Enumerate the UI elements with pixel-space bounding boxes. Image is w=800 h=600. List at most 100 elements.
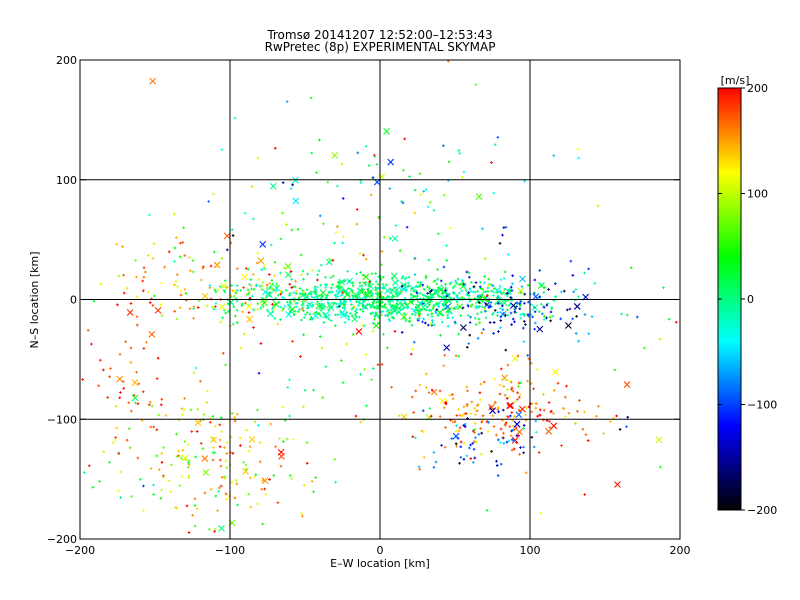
scatter-point [370,378,373,381]
scatter-point [336,313,340,316]
scatter-point [135,295,139,299]
scatter-point [527,314,530,318]
scatter-point [479,452,483,456]
scatter-point-large [516,428,523,436]
scatter-point [245,293,249,297]
scatter-point [455,445,458,448]
scatter-point [218,486,221,490]
scatter-point [418,468,422,471]
scatter-point [218,285,222,288]
scatter-point [248,290,251,294]
x-tick-label: 100 [520,544,541,557]
scatter-point [338,286,342,289]
scatter-point [437,314,440,317]
scatter-point [435,301,438,305]
scatter-point [323,283,327,286]
scatter-point [160,403,163,407]
scatter-point [473,422,477,425]
scatter-point [300,273,303,277]
scatter-point [626,415,630,419]
scatter-point [331,259,335,262]
scatter-point [333,301,336,305]
scatter-point [342,280,346,283]
scatter-point [117,274,121,278]
scatter-point [116,303,119,307]
scatter-point [310,151,314,155]
scatter-point [234,479,238,482]
scatter-point [625,425,628,428]
scatter-point [160,314,164,317]
scatter-point [534,419,538,423]
scatter-point [667,317,671,321]
scatter-point [250,185,254,188]
scatter-point-large [372,322,380,329]
scatter-point-large [509,302,517,309]
scatter-point [485,294,489,298]
scatter-point [251,294,254,298]
scatter-point-large [519,405,526,413]
scatter-point [482,328,485,331]
scatter-point [462,457,466,461]
scatter-point [319,283,322,287]
scatter-point [201,447,205,450]
scatter-point [303,389,307,392]
scatter-point [367,284,371,288]
scatter-point [225,497,228,501]
scatter-point [245,468,248,471]
scatter-point [337,291,340,294]
scatter-point [218,438,222,442]
scatter-point [301,269,305,273]
scatter-point-large [515,411,523,418]
scatter-point [289,270,293,273]
scatter-point [509,414,512,418]
scatter-point-large [459,324,467,332]
scatter-point [448,394,452,397]
scatter-point [179,293,183,297]
scatter-point [548,426,552,429]
scatter-point [438,415,442,418]
scatter-point [347,315,350,318]
scatter-point [509,296,513,299]
scatter-point [148,400,152,404]
scatter-point [479,382,483,386]
scatter-point [549,410,553,414]
scatter-point [515,434,519,438]
scatter-point [329,276,333,279]
scatter-point [169,490,173,493]
scatter-point-large [545,427,552,435]
scatter-point [175,273,179,276]
scatter-point [659,465,662,469]
scatter-point [106,396,110,399]
scatter-point [560,444,563,447]
scatter-point [376,283,380,286]
scatter-point [316,273,319,277]
scatter-point-large [506,402,514,410]
scatter-point [500,302,503,305]
scatter-point [414,305,417,309]
scatter-point [505,292,509,295]
scatter-point [87,464,91,468]
scatter-point [147,403,151,407]
scatter-point [521,312,525,315]
scatter-point [524,406,528,410]
scatter-point [511,317,515,321]
scatter-point [369,193,373,197]
scatter-point-large [126,309,134,316]
grid-lines [80,60,680,539]
scatter-point [239,346,243,350]
scatter-point [296,228,300,231]
scatter-point [207,200,210,203]
scatter-point [413,273,417,276]
scatter-point [137,382,141,386]
scatter-point [178,454,182,458]
scatter-point [562,406,565,410]
scatter-point [289,187,293,190]
scatter-point [170,463,173,467]
scatter-point [478,305,481,308]
scatter-point [339,359,343,362]
scatter-point [522,445,525,449]
colorbar-tick-label: 100 [747,188,768,201]
scatter-point [187,463,191,466]
scatter-point [199,419,202,423]
scatter-point [220,257,224,260]
